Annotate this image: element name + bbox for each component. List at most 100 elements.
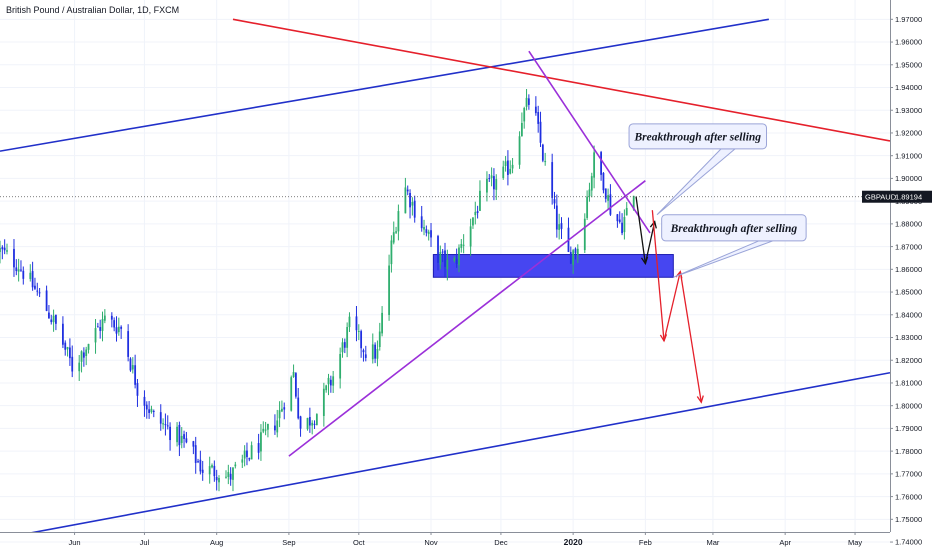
candle-body — [520, 122, 523, 137]
candle-body — [80, 351, 83, 362]
candle-body — [183, 434, 185, 439]
candle-body — [152, 410, 155, 412]
candle-body — [588, 189, 591, 197]
trendline — [0, 18, 769, 152]
candle-body — [136, 383, 139, 396]
candle-body — [94, 328, 97, 343]
candle-body — [346, 327, 349, 348]
candle-body — [583, 218, 586, 251]
candle-body — [194, 445, 197, 463]
x-tick-label: Oct — [353, 538, 366, 547]
last-price-label: 1.89194 — [895, 192, 922, 201]
candle-body — [576, 248, 579, 255]
x-tick-label: Jul — [140, 538, 150, 547]
candle-body — [103, 315, 106, 321]
arrow-head — [649, 220, 657, 229]
candle-body — [143, 396, 146, 406]
candle-body — [29, 272, 32, 279]
candle-body — [525, 97, 528, 107]
y-tick-label: 1.74000 — [895, 538, 922, 547]
candle-body — [444, 250, 446, 267]
x-tick-label: Mar — [706, 538, 719, 547]
candle-body — [306, 417, 309, 430]
candle-body — [406, 189, 409, 192]
support-zone-layer — [432, 254, 674, 278]
candle-body — [213, 465, 216, 477]
candle-body — [208, 466, 211, 475]
candle-body — [267, 423, 269, 430]
candle-body — [551, 162, 554, 198]
candle-body — [34, 285, 36, 289]
candle-body — [376, 348, 379, 359]
candle-body — [518, 136, 521, 165]
trendline — [288, 180, 646, 457]
candle-body — [509, 168, 512, 174]
candle-body — [472, 217, 474, 226]
candle-body — [621, 222, 623, 234]
candle-body — [99, 327, 102, 331]
x-tick-label: Jun — [69, 538, 81, 547]
candle-body — [225, 476, 227, 478]
candle-body — [311, 422, 314, 426]
candle-body — [395, 231, 397, 233]
candle-body — [110, 315, 113, 320]
grid — [0, 0, 890, 543]
candle-body — [355, 316, 358, 331]
candle-body — [117, 326, 120, 333]
candle-body — [276, 420, 279, 433]
candle-body — [178, 424, 181, 446]
candle-body — [227, 472, 230, 478]
candle-body — [162, 423, 164, 425]
candle-body — [362, 350, 365, 353]
candle-body — [0, 247, 1, 253]
candle-body — [229, 473, 232, 480]
x-tick-label: Apr — [779, 538, 791, 547]
y-tick-label: 1.97000 — [895, 15, 922, 24]
candle-body — [593, 152, 596, 178]
candle-body — [197, 461, 199, 463]
arrow-segment — [679, 271, 702, 403]
annotations: Breakthrough after selling Breakthrough a… — [628, 123, 807, 278]
candle-body — [388, 265, 390, 316]
candle-body — [20, 269, 22, 271]
arrow-segment — [663, 271, 681, 342]
candle-body — [292, 372, 295, 377]
candle-body — [600, 152, 602, 175]
candle-body — [404, 187, 407, 214]
candle-body — [523, 107, 526, 122]
candle-body — [281, 408, 283, 412]
candle-body — [78, 362, 81, 372]
candle-body — [13, 248, 15, 268]
y-tick-label: 1.86000 — [895, 265, 922, 274]
candle-body — [474, 211, 477, 216]
candle-body — [308, 417, 311, 426]
candle-body — [511, 164, 514, 169]
y-tick-label: 1.75000 — [895, 515, 922, 524]
candle-body — [50, 319, 53, 323]
candle-body — [569, 252, 572, 264]
candle-body — [604, 188, 607, 199]
candle-body — [45, 290, 48, 311]
arrow-segment — [644, 221, 656, 264]
candle-body — [632, 195, 635, 210]
candle-body — [476, 211, 479, 214]
x-tick-label: Sep — [282, 538, 295, 547]
candle-body — [1, 247, 4, 250]
candle-body — [616, 214, 619, 222]
candle-body — [6, 250, 8, 252]
candle-body — [607, 195, 609, 201]
candle-body — [332, 376, 335, 386]
candle-body — [243, 450, 246, 459]
candle-body — [623, 217, 626, 233]
candle-body — [341, 342, 344, 353]
chart-title: British Pound / Australian Dollar, 1D, F… — [6, 5, 180, 15]
candle-body — [555, 205, 558, 230]
candle-body — [486, 178, 488, 193]
candle-body — [36, 290, 39, 292]
candle-body — [3, 247, 6, 251]
y-tick-label: 1.95000 — [895, 60, 922, 69]
candle-body — [560, 223, 563, 229]
